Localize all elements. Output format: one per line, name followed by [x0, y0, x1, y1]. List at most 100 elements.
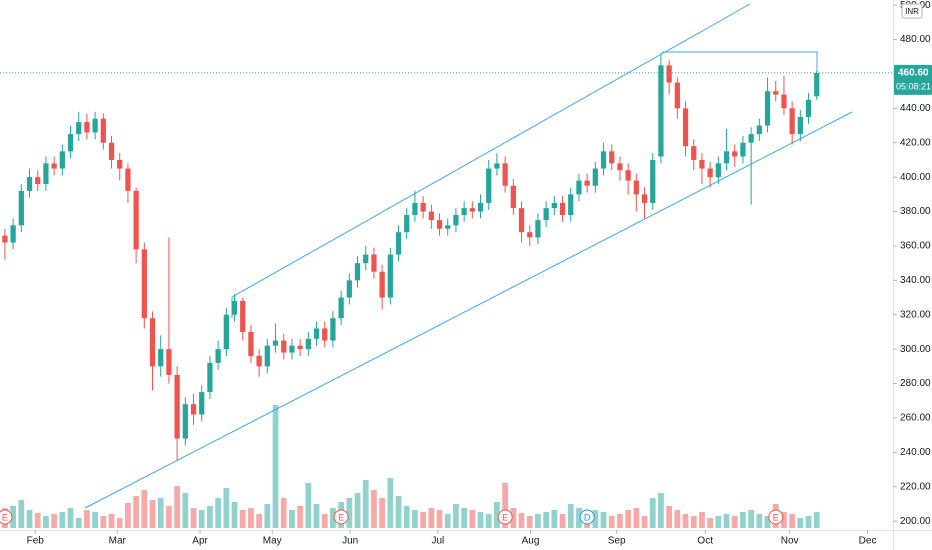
candle-body [641, 194, 648, 203]
volume-bar [436, 510, 443, 528]
volume-bar [658, 493, 664, 528]
candle-body [559, 202, 566, 215]
candle-body [297, 345, 303, 350]
candle-body [404, 214, 410, 233]
volume-bar [813, 512, 820, 528]
candle-body [543, 208, 549, 221]
candle-body [789, 108, 795, 135]
candle-body [469, 208, 475, 212]
volume-bar [92, 512, 98, 528]
candle-body [117, 159, 123, 169]
volume-bar [157, 498, 164, 528]
candle-body [231, 300, 238, 315]
volume-bar [149, 500, 156, 528]
countdown: 05:08:21 [896, 81, 931, 91]
candle-body [43, 163, 49, 185]
volume-bar [264, 504, 271, 528]
candle-body [486, 168, 492, 203]
volume-bar [26, 510, 33, 528]
candle-body [633, 180, 639, 195]
candle-body [535, 220, 541, 238]
volume-bar [674, 510, 681, 528]
candle-body [773, 91, 779, 95]
volume-bar [354, 493, 361, 528]
channel-upper[interactable] [231, 3, 751, 298]
volume-bar [84, 510, 90, 528]
volume-bar [453, 504, 459, 528]
x-tick-label: Mar [109, 536, 127, 547]
volume-bar [174, 486, 180, 528]
volume-bar [666, 506, 673, 528]
event-marker [579, 509, 595, 525]
event-label: E [502, 512, 508, 522]
last-price-box [894, 64, 932, 95]
candle-body [51, 163, 57, 169]
last-price-label: 460.60 [898, 68, 929, 79]
volume-bar [403, 506, 410, 528]
y-tick-label: 360.00 [900, 241, 931, 252]
candle-body [412, 202, 418, 215]
y-tick-label: 400.00 [900, 172, 931, 183]
x-tick-label: Apr [192, 536, 208, 547]
volume-bar [256, 514, 262, 528]
candle-body [248, 331, 254, 357]
volume-bar [510, 508, 517, 528]
candle-body [682, 108, 689, 147]
volume-bar [387, 478, 394, 528]
candle-body [445, 225, 451, 229]
x-tick-label: May [263, 536, 282, 547]
candle-body [756, 125, 762, 135]
candle-body [18, 190, 24, 226]
candle-body [625, 170, 631, 181]
volume-bar [18, 500, 25, 528]
volume-bar [731, 516, 738, 528]
volume-bar [535, 514, 541, 528]
volume-bar [641, 516, 648, 528]
channel-lower[interactable] [84, 111, 853, 509]
volume-bar [67, 508, 74, 528]
candle-body [510, 185, 516, 209]
volume-bar [740, 512, 746, 528]
volume-bar [559, 514, 566, 528]
candle-body [108, 142, 115, 160]
volume-bar [764, 516, 771, 528]
x-tick-label: Oct [697, 536, 713, 547]
candle-body [732, 151, 738, 157]
volume-bar [272, 405, 279, 528]
candle-body [379, 271, 385, 298]
x-tick-label: Jun [342, 536, 358, 547]
candle-body [354, 263, 361, 281]
candle-body [609, 151, 615, 164]
candle-body [764, 91, 771, 126]
volume-bar [133, 496, 139, 528]
candle-body [428, 211, 434, 221]
drawings[interactable] [84, 3, 853, 509]
event-marker [333, 509, 349, 525]
level-line[interactable] [662, 51, 818, 72]
volume-bar [10, 506, 16, 528]
volume-bar [321, 514, 328, 528]
volume-bar [428, 508, 435, 528]
x-tick-label: Jul [431, 536, 444, 547]
volume-bar [477, 512, 484, 528]
y-tick-label: 320.00 [900, 309, 931, 320]
candle-body [576, 180, 582, 195]
volume-bar [362, 480, 369, 528]
volume-bar [789, 514, 796, 528]
volume-bar [781, 512, 787, 528]
volume-bar [75, 518, 82, 528]
candle-body [527, 232, 533, 238]
candle-body [125, 168, 131, 191]
candle-body [600, 151, 607, 169]
volume-bar [412, 510, 418, 528]
volume-bar [395, 496, 402, 528]
volume-bar [649, 498, 656, 528]
candle-body [707, 168, 713, 178]
volume-bar [198, 510, 205, 528]
y-tick-label: 240.00 [900, 447, 931, 458]
candle-body [289, 345, 295, 353]
volume-bar [502, 483, 509, 528]
volume-bar [608, 516, 615, 528]
candle-body [699, 159, 705, 169]
volume-bar [231, 502, 238, 528]
